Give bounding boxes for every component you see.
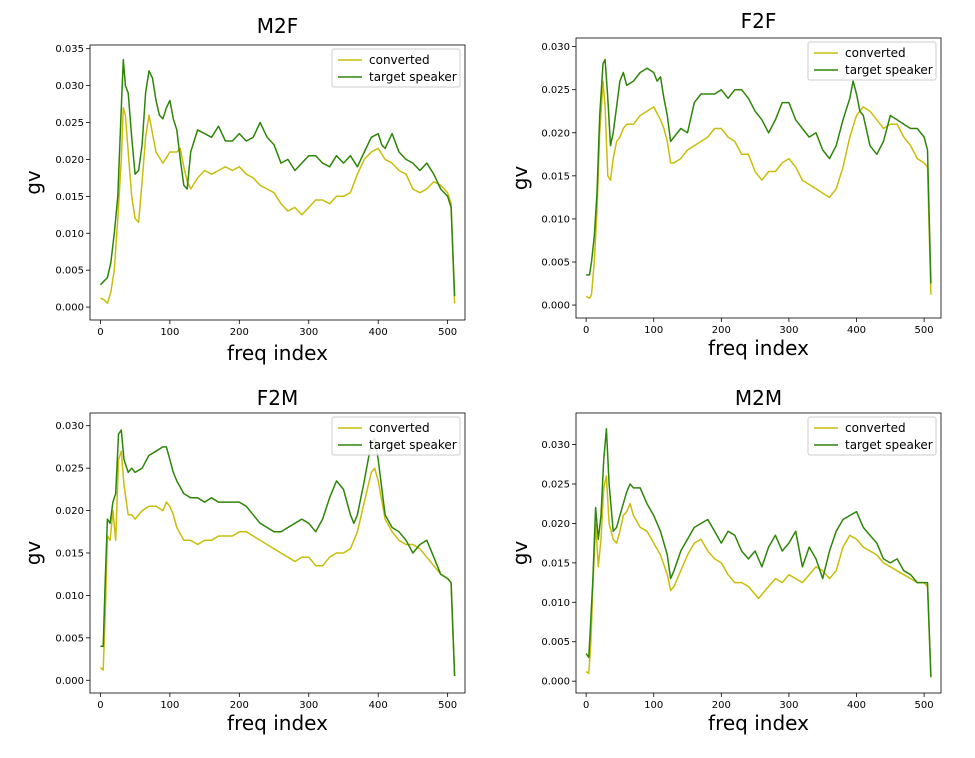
x-tick-label: 0 [583, 325, 589, 336]
y-tick-label: 0.020 [55, 506, 84, 517]
y-tick-label: 0.030 [541, 440, 570, 451]
y-tick-label: 0.030 [55, 421, 84, 432]
x-tick-label: 0 [97, 327, 103, 338]
y-tick-label: 0.025 [541, 85, 570, 96]
y-tick-label: 0.010 [541, 598, 570, 609]
x-tick-label: 500 [438, 327, 457, 338]
legend-box [807, 41, 937, 81]
legend-label: target speaker [845, 438, 933, 452]
series-line-target-speaker [99, 59, 456, 297]
x-tick-label: 0 [97, 700, 103, 711]
series-line-converted [100, 107, 456, 305]
y-tick-label: 0.005 [55, 633, 84, 644]
x-tick-label: 500 [915, 325, 934, 336]
legend-label: target speaker [369, 70, 457, 84]
x-tick-label: 400 [847, 700, 866, 711]
y-axis-label: gv [508, 166, 532, 191]
y-tick-label: 0.025 [541, 479, 570, 490]
x-tick-label: 500 [438, 700, 457, 711]
series-line-converted [585, 80, 932, 299]
chart-title: F2F [741, 9, 777, 33]
plot-frame [575, 37, 942, 319]
x-tick-label: 400 [369, 700, 388, 711]
legend-label: target speaker [369, 438, 457, 452]
x-tick-label: 300 [779, 700, 798, 711]
series-line-converted [585, 475, 932, 678]
y-tick-label: 0.000 [55, 303, 84, 314]
y-tick-label: 0.000 [541, 301, 570, 312]
x-tick-label: 400 [847, 325, 866, 336]
y-tick-label: 0.035 [55, 44, 84, 55]
y-tick-label: 0.020 [541, 128, 570, 139]
x-axis-label: freq index [708, 336, 809, 360]
x-tick-label: 200 [712, 700, 731, 711]
x-tick-label: 500 [915, 700, 934, 711]
x-tick-label: 100 [160, 700, 179, 711]
x-tick-label: 400 [369, 327, 388, 338]
y-tick-label: 0.010 [55, 229, 84, 240]
chart-title: M2M [735, 386, 782, 410]
chart-title: F2M [257, 386, 298, 410]
x-tick-label: 100 [644, 325, 663, 336]
plot-frame [575, 412, 942, 694]
y-tick-label: 0.010 [541, 214, 570, 225]
series-line-target-speaker [585, 428, 932, 678]
y-tick-label: 0.030 [55, 81, 84, 92]
legend-label: converted [845, 46, 906, 60]
legend: converted target speaker [807, 41, 937, 81]
y-tick-label: 0.000 [541, 677, 570, 688]
x-tick-label: 100 [644, 700, 663, 711]
y-tick-label: 0.015 [55, 192, 84, 203]
y-tick-label: 0.005 [541, 258, 570, 269]
series-line-target-speaker [586, 58, 932, 284]
x-tick-label: 0 [583, 700, 589, 711]
plot-frame [89, 44, 466, 321]
legend-label: converted [369, 421, 430, 435]
chart-panel-f2f: F2F 0 100 200 300 400 500 0.000 0.005 0.010 0.015 0… [508, 9, 942, 360]
y-axis-label: gv [21, 541, 45, 566]
legend-box [807, 416, 937, 456]
legend: converted target speaker [807, 416, 937, 456]
y-tick-label: 0.020 [541, 519, 570, 530]
y-tick-label: 0.015 [541, 558, 570, 569]
legend-box [331, 48, 461, 88]
legend-box [331, 416, 461, 456]
x-axis-label: freq index [227, 341, 328, 365]
y-tick-label: 0.015 [55, 549, 84, 560]
y-tick-label: 0.025 [55, 464, 84, 475]
y-tick-label: 0.005 [55, 266, 84, 277]
chart-panel-m2m: M2M 0 100 200 300 400 500 0.000 0.005 0.010 0.015 0… [508, 386, 942, 735]
legend-label: target speaker [845, 63, 933, 77]
y-tick-label: 0.030 [541, 42, 570, 53]
legend-label: converted [369, 53, 430, 67]
y-tick-label: 0.010 [55, 591, 84, 602]
y-tick-label: 0.015 [541, 171, 570, 182]
x-axis-label: freq index [708, 711, 809, 735]
series-line-target-speaker [100, 429, 456, 677]
y-axis-label: gv [508, 541, 532, 566]
x-tick-label: 300 [299, 327, 318, 338]
x-tick-label: 300 [779, 325, 798, 336]
y-tick-label: 0.025 [55, 118, 84, 129]
y-tick-label: 0.005 [541, 637, 570, 648]
y-tick-label: 0.000 [55, 676, 84, 687]
chart-title: M2F [257, 14, 298, 38]
x-tick-label: 100 [160, 327, 179, 338]
series-line-converted [99, 450, 456, 677]
legend: converted target speaker [331, 48, 461, 88]
x-tick-label: 200 [230, 700, 249, 711]
y-tick-label: 0.020 [55, 155, 84, 166]
chart-panel-f2m: F2M 0 100 200 300 400 500 0.000 0.005 0.010 0.015 0… [21, 386, 466, 735]
legend-label: converted [845, 421, 906, 435]
legend: converted target speaker [331, 416, 461, 456]
x-axis-label: freq index [227, 711, 328, 735]
x-tick-label: 200 [712, 325, 731, 336]
x-tick-label: 300 [299, 700, 318, 711]
chart-panel-m2f: M2F 0 100 200 300 400 500 0.000 0.005 0.010 0.015 0… [21, 14, 466, 365]
x-tick-label: 200 [230, 327, 249, 338]
y-axis-label: gv [21, 170, 45, 195]
